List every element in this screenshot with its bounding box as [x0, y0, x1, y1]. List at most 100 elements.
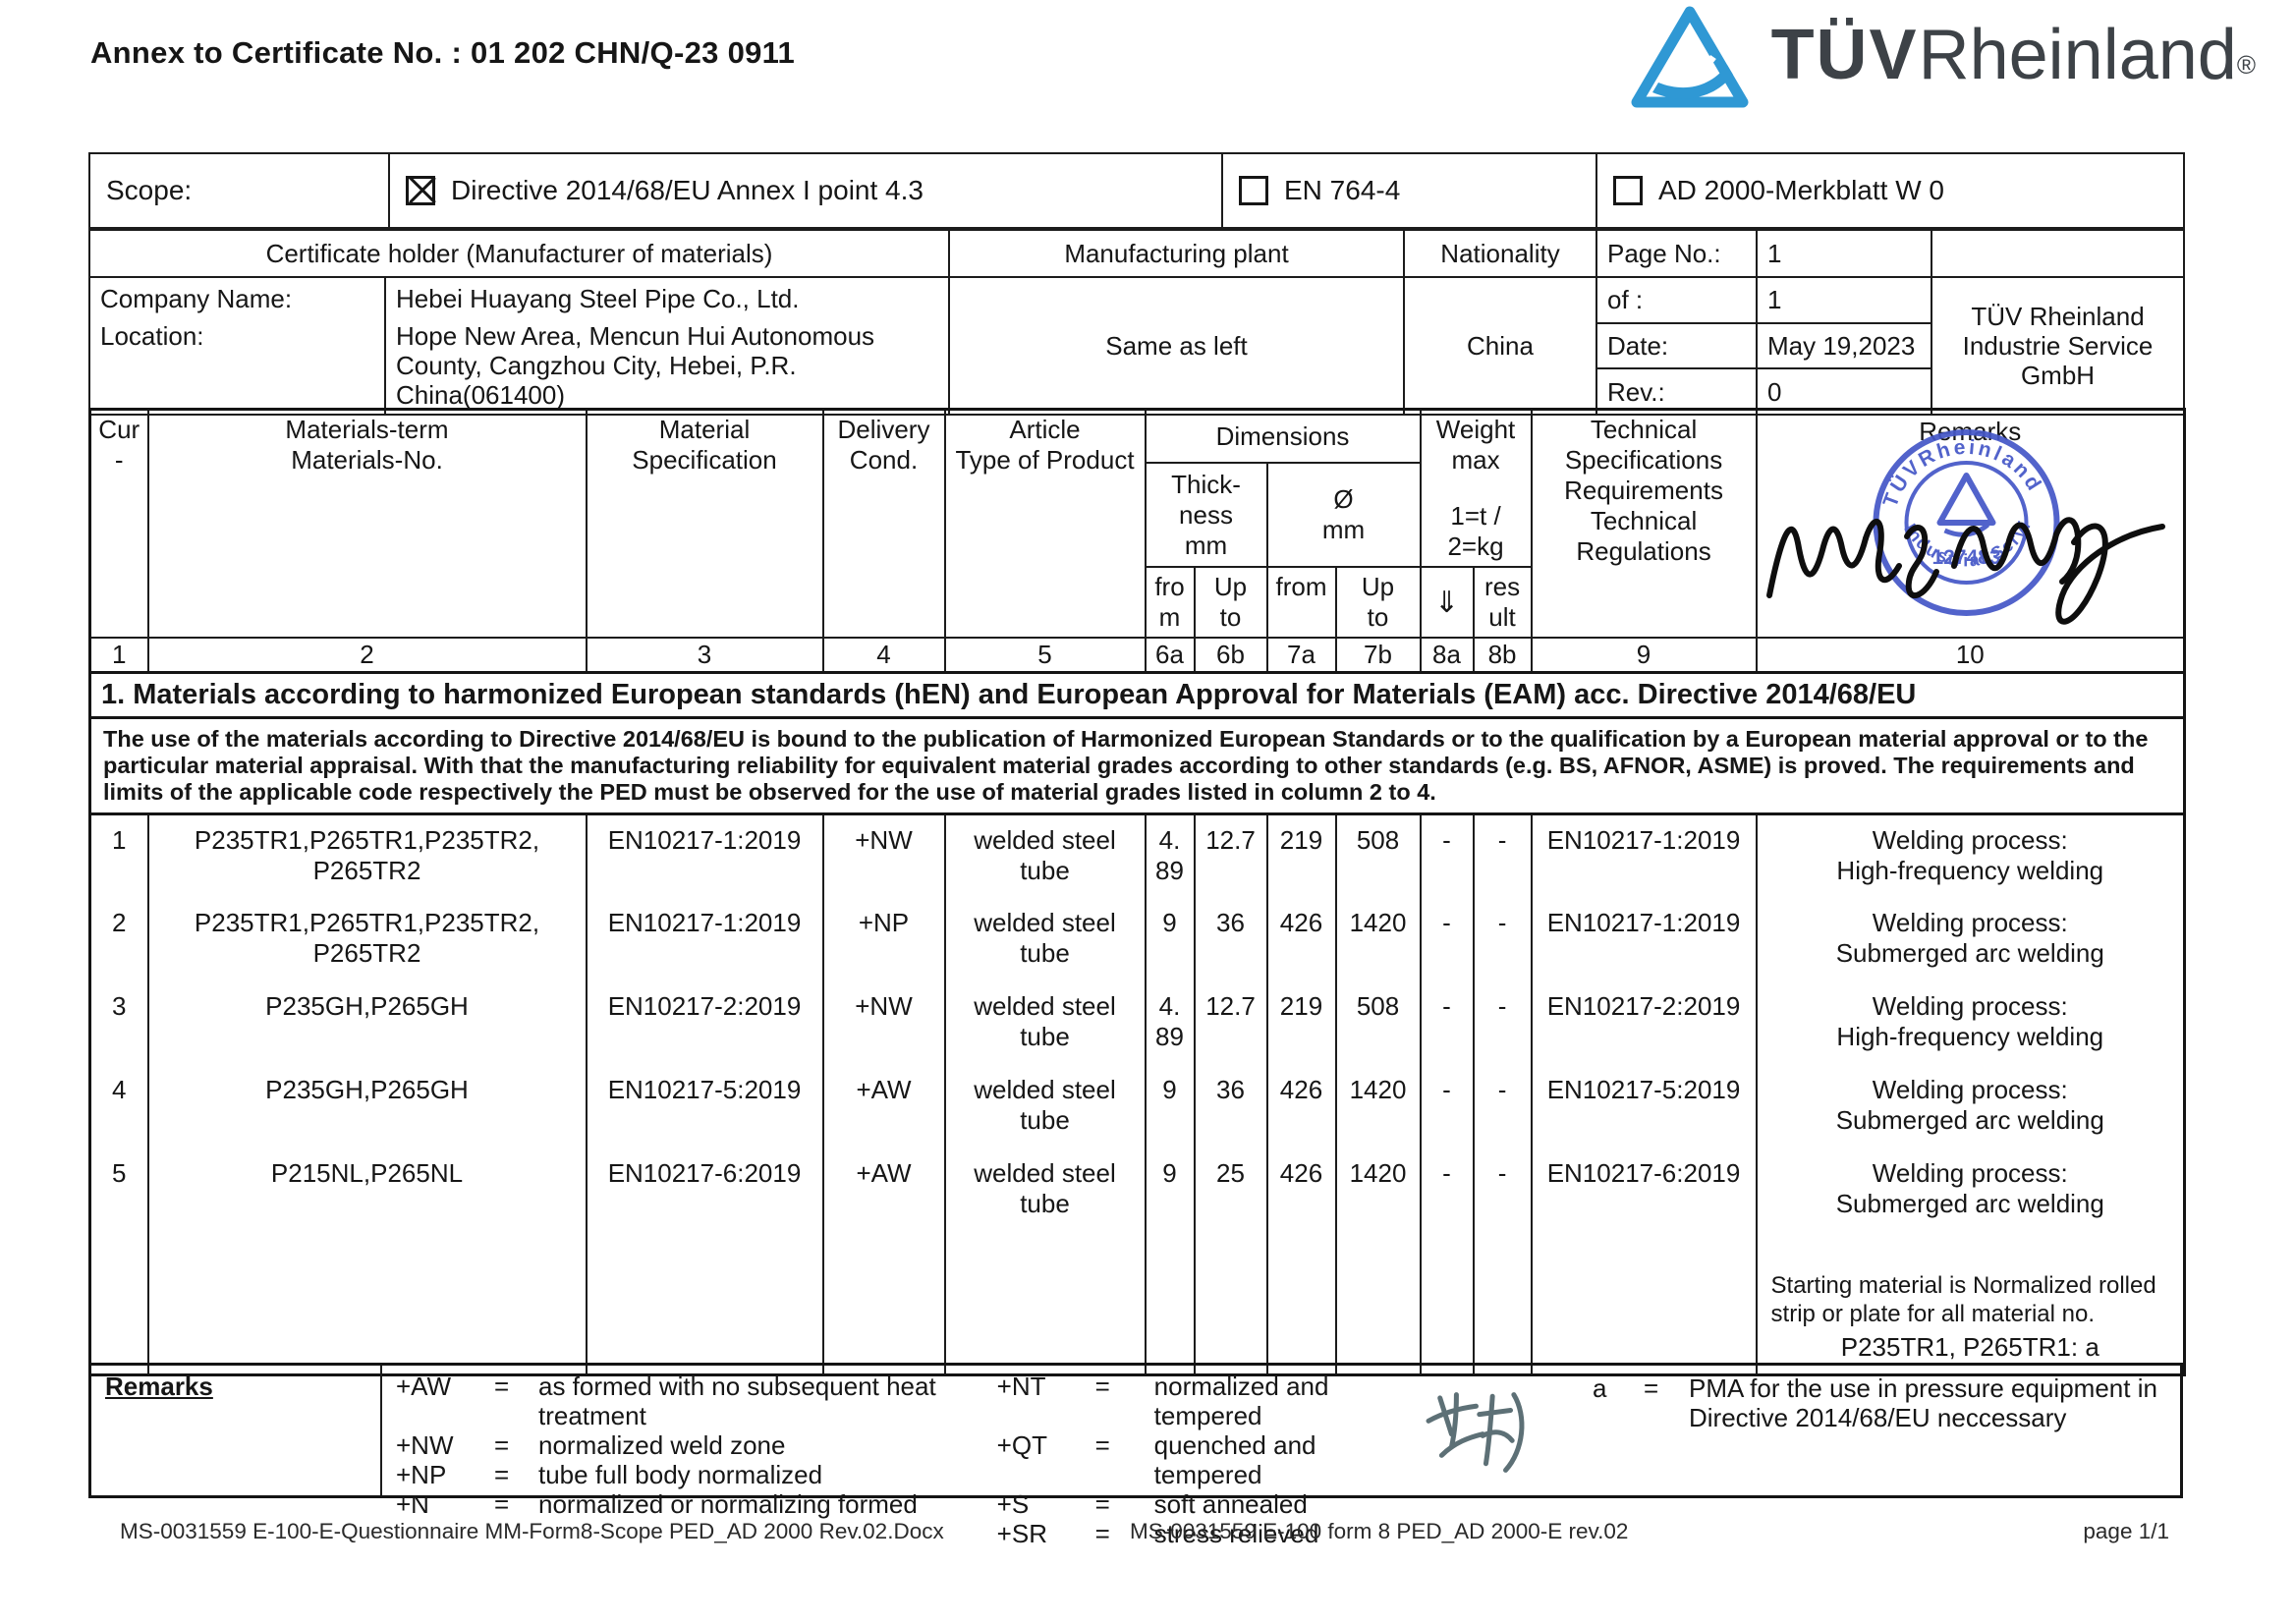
- registered-mark: ®: [2236, 50, 2256, 80]
- material-footnote: P235TR1, P265TR1: a: [1755, 1327, 2186, 1375]
- cell-no: 1: [88, 813, 149, 898]
- cell-t-to: 12.7: [1193, 813, 1268, 898]
- page-no-value-cell: 1: [1756, 229, 1932, 278]
- equals-sign: =: [1094, 1372, 1110, 1401]
- legend-desc: normalized weld zone: [538, 1430, 786, 1460]
- cell-materials: P235GH,P265GH: [146, 980, 588, 1065]
- holder-header-cell: Certificate holder (Manufacturer of mate…: [88, 229, 950, 278]
- cell-article: welded steel tube: [943, 897, 1147, 981]
- legend-code: +AW: [396, 1372, 452, 1401]
- header-diameter-from: from: [1265, 566, 1337, 639]
- cell-t-from: 9: [1144, 897, 1196, 981]
- col-num: 9: [1530, 637, 1758, 674]
- legend-right-block: +NT = normalized and tempered +QT = quenched…: [997, 1372, 1371, 1548]
- section-title: 1. Materials according to harmonized Eur…: [88, 671, 2186, 719]
- cell-tech: EN10217-1:2019: [1530, 813, 1758, 898]
- logo-tuv-text: TÜV: [1770, 16, 1919, 94]
- materials-table: Cur - Materials-term Materials-No. Mater…: [88, 408, 2187, 1376]
- header-materials: Materials-term Materials-No.: [146, 408, 588, 639]
- header-technical: Technical Specifications Requirements Te…: [1530, 408, 1758, 639]
- scope-option-directive-cell: Directive 2014/68/EU Annex I point 4.3: [388, 152, 1223, 229]
- cell-w8b: -: [1472, 813, 1533, 898]
- cell-cond: +NW: [821, 980, 946, 1065]
- empty-cell: [1265, 1231, 1337, 1328]
- col-num: 8a: [1419, 637, 1475, 674]
- cell-remark: Welding process: High-frequency welding: [1755, 813, 2186, 898]
- col-num: 4: [821, 637, 946, 674]
- cell-cond: +NW: [821, 813, 946, 898]
- remarks-box-title: Remarks: [91, 1366, 382, 1495]
- equals-sign: =: [494, 1460, 510, 1489]
- cell-w8b: -: [1472, 1148, 1533, 1232]
- scope-option-en764-cell: EN 764-4: [1221, 152, 1597, 229]
- location-value: Hope New Area, Mencun Hui Autonomous Cou…: [396, 321, 875, 410]
- legend-desc: stress relieved: [1153, 1519, 1319, 1548]
- col-num: 3: [585, 637, 824, 674]
- header-remarks: Remarks TÜVRheinland 127483 Indu: [1755, 408, 2186, 639]
- cell-tech: EN10217-1:2019: [1530, 897, 1758, 981]
- header-delivery-cond: Delivery Cond.: [821, 408, 946, 639]
- cell-materials: P235TR1,P265TR1,P235TR2, P265TR2: [146, 897, 588, 981]
- cell-w8b: -: [1472, 897, 1533, 981]
- nationality-value-cell: China: [1403, 276, 1597, 416]
- location-label: Location:: [100, 321, 204, 351]
- rev-label-cell: Rev.:: [1595, 367, 1758, 416]
- legend-desc: normalized and tempered: [1153, 1372, 1329, 1430]
- table-row: 3 P235GH,P265GH EN10217-2:2019 +NW welde…: [88, 980, 2186, 1065]
- empty-cell: [1472, 1327, 1533, 1375]
- footer-document-id: MS-0031559 E-100-E-Questionnaire MM-Form…: [120, 1519, 944, 1543]
- usage-note-row: The use of the materials according to Di…: [88, 716, 2186, 815]
- footer-page-number: page 1/1: [2083, 1519, 2169, 1543]
- cell-w8b: -: [1472, 1064, 1533, 1148]
- cell-cond: +NP: [821, 897, 946, 981]
- empty-cell: [1530, 1327, 1758, 1375]
- header-specification: Material Specification: [585, 408, 824, 639]
- col-num: 6b: [1193, 637, 1268, 674]
- empty-cell: [146, 1231, 588, 1328]
- header-thickness-from: from: [1144, 566, 1196, 639]
- page-no-label-cell: Page No.:: [1595, 229, 1758, 278]
- certificate-body-row: Company Name: Location: Hebei Huayang St…: [88, 276, 2185, 416]
- legend-code: +N: [396, 1489, 429, 1519]
- legend-code: +S: [996, 1489, 1030, 1519]
- usage-note: The use of the materials according to Di…: [88, 716, 2186, 815]
- pma-note: a = PMA for the use in pressure equipment …: [1593, 1373, 2180, 1432]
- cell-w8a: -: [1419, 897, 1475, 981]
- plant-value-cell: Same as left: [948, 276, 1405, 416]
- company-name-label: Company Name:: [100, 284, 293, 313]
- footnote-row: P235TR1, P265TR1: a: [88, 1327, 2186, 1375]
- cell-d-from: 426: [1265, 897, 1337, 981]
- equals-sign: =: [494, 1489, 510, 1519]
- cell-materials: P235GH,P265GH: [146, 1064, 588, 1148]
- legend-desc: tube full body normalized: [538, 1460, 823, 1489]
- checkbox-directive[interactable]: [406, 176, 435, 205]
- checkbox-en764[interactable]: [1239, 176, 1268, 205]
- cell-spec: EN10217-6:2019: [585, 1148, 824, 1232]
- cell-t-from: 9: [1144, 1064, 1196, 1148]
- col-num: 6a: [1144, 637, 1196, 674]
- date-value-cell: May 19,2023: [1756, 321, 1932, 370]
- header-article: Article Type of Product: [943, 408, 1147, 639]
- cell-materials: P215NL,P265NL: [146, 1148, 588, 1232]
- date-row: Date: May 19,2023: [89, 321, 2184, 370]
- cell-d-from: 426: [1265, 1148, 1337, 1232]
- issuing-org-cell: TÜV Rheinland Industrie Service GmbH: [1931, 276, 2185, 416]
- pma-note-code: a: [1593, 1373, 1607, 1403]
- inspector-signature: [1765, 517, 2165, 625]
- col-num: 7b: [1334, 637, 1422, 674]
- checkbox-ad2000[interactable]: [1613, 176, 1643, 205]
- header-thickness-upto: Up to: [1193, 566, 1268, 639]
- cell-w8a: -: [1419, 1148, 1475, 1232]
- empty-cell: [1144, 1231, 1196, 1328]
- cell-d-from: 219: [1265, 813, 1337, 898]
- cell-t-to: 25: [1193, 1148, 1268, 1232]
- table-row: 5 P215NL,P265NL EN10217-6:2019 +AW welde…: [88, 1148, 2186, 1232]
- empty-cell: [943, 1231, 1147, 1328]
- date-label-cell: Date:: [1595, 321, 1758, 370]
- cell-remark: Welding process: Submerged arc welding: [1755, 1064, 2186, 1148]
- column-numbers-row: 1 2 3 4 5 6a 6b 7a 7b 8a 8b 9 10: [88, 637, 2186, 674]
- cell-spec: EN10217-5:2019: [585, 1064, 824, 1148]
- table-row: 1 P235TR1,P265TR1,P235TR2, P265TR2 EN102…: [88, 813, 2186, 898]
- plant-header-cell: Manufacturing plant: [948, 229, 1405, 278]
- cell-t-to: 36: [1193, 897, 1268, 981]
